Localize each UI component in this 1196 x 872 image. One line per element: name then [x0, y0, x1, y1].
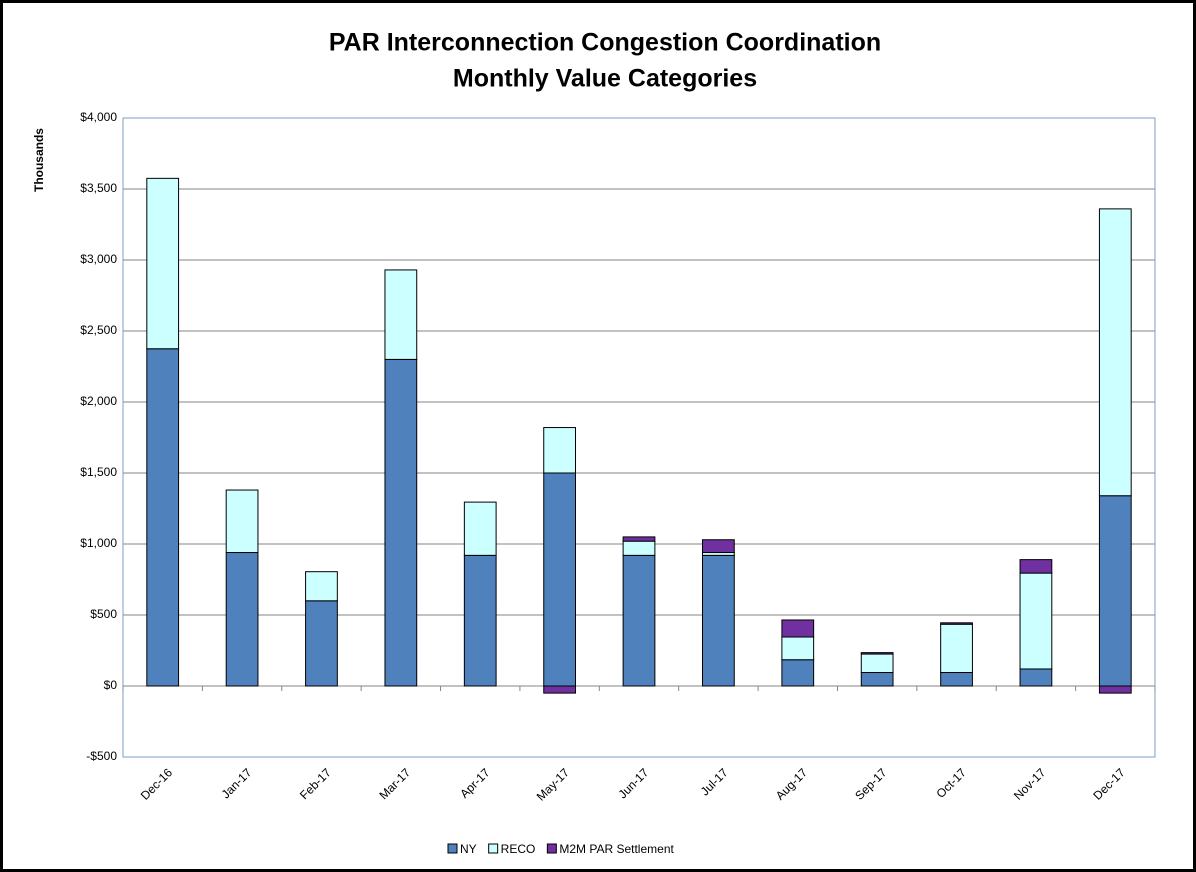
legend-swatch: [447, 843, 458, 854]
chart-subtitle: Monthly Value Categories: [453, 65, 757, 93]
bar: [781, 636, 815, 661]
y-tick-label: $500: [90, 607, 117, 621]
bar: [225, 489, 259, 554]
bar: [225, 552, 259, 687]
bar: [860, 672, 894, 687]
bar: [702, 539, 735, 554]
bar: [940, 672, 973, 687]
bar: [543, 472, 576, 687]
legend-swatch: [488, 843, 499, 854]
bar: [146, 348, 180, 687]
y-tick-label: $2,000: [80, 394, 117, 408]
bar: [940, 623, 973, 674]
y-tick-label: $2,500: [80, 323, 117, 337]
bar: [781, 619, 815, 638]
bar: [781, 659, 815, 687]
y-tick-label: -$500: [86, 749, 117, 763]
bar: [622, 536, 656, 542]
chart-title: PAR Interconnection Congestion Coordinat…: [329, 29, 881, 57]
legend-label: RECO: [501, 842, 536, 856]
bar: [1098, 685, 1132, 694]
plot-border: [122, 117, 1156, 758]
bar: [146, 177, 180, 350]
bar: [1098, 208, 1132, 497]
bar: [543, 685, 576, 694]
bar: [702, 554, 735, 687]
bar: [384, 358, 418, 687]
y-tick-label: $0: [104, 678, 118, 692]
legend-label: M2M PAR Settlement: [559, 842, 674, 856]
legend-swatch: [546, 843, 557, 854]
y-tick-label: $1,500: [80, 465, 117, 479]
bar: [1019, 668, 1053, 687]
bar: [305, 600, 338, 687]
bar: [305, 571, 338, 602]
bar: [622, 554, 656, 687]
bar: [543, 427, 576, 474]
y-axis-label: Thousands: [32, 128, 46, 192]
bar: [622, 540, 656, 556]
y-tick-label: $4,000: [80, 110, 117, 124]
bar: [463, 554, 497, 687]
y-tick-label: $3,000: [80, 252, 117, 266]
bar: [860, 653, 894, 674]
bar: [1019, 572, 1053, 670]
bar: [1019, 559, 1053, 574]
bar: [860, 652, 894, 655]
bar: [1098, 495, 1132, 687]
bar: [463, 501, 497, 556]
legend-label: NY: [460, 842, 477, 856]
bar: [940, 622, 973, 625]
bar: [384, 269, 418, 360]
y-tick-label: $3,500: [80, 181, 117, 195]
y-tick-label: $1,000: [80, 536, 117, 550]
